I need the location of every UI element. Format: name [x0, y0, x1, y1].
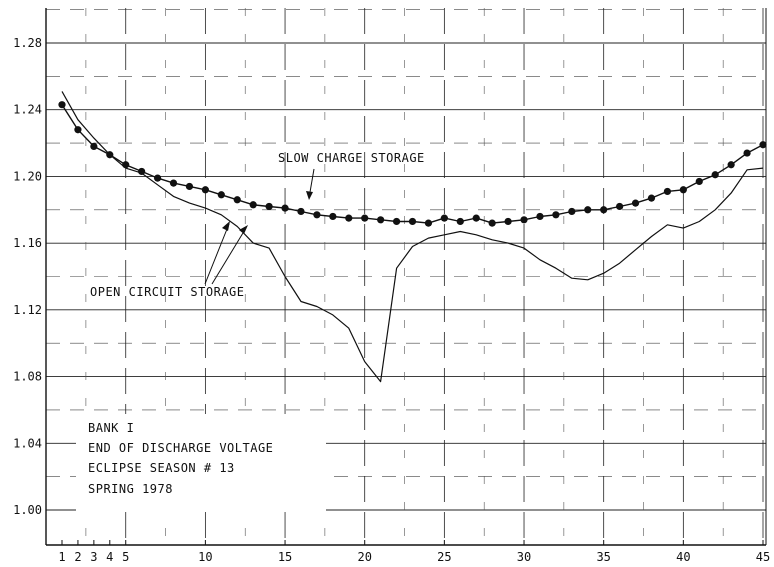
- data-point: [153, 174, 162, 182]
- data-point: [488, 219, 496, 227]
- data-point: [440, 214, 448, 222]
- annotation-open-circuit: OPEN CIRCUIT STORAGE: [90, 221, 248, 299]
- data-point: [408, 217, 417, 226]
- plot-frame: [45, 8, 767, 546]
- x-tick-labels: 1 2 3 4 5 10 15 20 25 30 35 40 45: [58, 540, 770, 564]
- data-point: [329, 212, 337, 221]
- x-tick-label: 5: [122, 550, 129, 564]
- x-tick-label: 3: [90, 550, 97, 564]
- x-tick-label: 40: [676, 550, 690, 564]
- data-point: [90, 142, 98, 151]
- data-point: [600, 206, 608, 214]
- y-tick-label: 1.24: [13, 103, 42, 117]
- y-tick-label: 1.00: [13, 503, 42, 517]
- y-tick-label: 1.16: [13, 236, 42, 250]
- data-point: [185, 182, 194, 191]
- data-point: [631, 199, 640, 207]
- data-point: [297, 207, 305, 216]
- data-point: [249, 201, 257, 209]
- data-point: [122, 161, 130, 169]
- data-point: [217, 191, 225, 199]
- annotation-slow-charge-label: SLOW CHARGE STORAGE: [278, 151, 425, 165]
- x-tick-label: 1: [58, 550, 65, 564]
- data-point: [695, 177, 703, 186]
- x-tick-label: 10: [198, 550, 212, 564]
- data-point: [536, 212, 544, 221]
- data-point: [647, 194, 656, 202]
- data-point: [201, 186, 209, 194]
- y-tick-label: 1.12: [13, 303, 42, 317]
- data-point: [679, 186, 687, 194]
- annotation-open-circuit-label: OPEN CIRCUIT STORAGE: [90, 285, 245, 299]
- data-point: [472, 214, 480, 222]
- series-line-1: [61, 91, 764, 383]
- y-tick-labels: 1.00 1.04 1.08 1.12 1.16 1.20 1.24 1.28: [13, 36, 42, 517]
- data-point: [169, 179, 178, 187]
- data-point: [663, 187, 672, 196]
- x-tick-label: 35: [596, 550, 610, 564]
- info-box-line-1: BANK I: [88, 421, 134, 435]
- info-box-line-3: ECLIPSE SEASON # 13: [88, 461, 235, 475]
- data-point: [616, 202, 624, 211]
- data-point: [504, 217, 512, 226]
- data-point: [58, 101, 66, 109]
- data-point: [568, 207, 576, 216]
- x-tick-label: 25: [437, 550, 451, 564]
- data-point: [265, 202, 273, 211]
- x-tick-label: 15: [278, 550, 292, 564]
- data-point: [711, 171, 719, 179]
- x-tick-label: 45: [756, 550, 770, 564]
- data-point: [361, 214, 369, 222]
- y-tick-label: 1.20: [13, 169, 42, 183]
- info-box-line-4: SPRING 1978: [88, 482, 173, 496]
- y-tick-label: 1.08: [13, 370, 42, 384]
- data-point: [377, 216, 385, 224]
- data-point: [281, 204, 289, 212]
- data-point: [313, 211, 321, 219]
- y-tick-label: 1.04: [13, 436, 42, 450]
- annotation-slow-charge-arrowhead: [306, 191, 313, 200]
- annotation-slow-charge: SLOW CHARGE STORAGE: [278, 151, 425, 200]
- x-tick-label: 4: [106, 550, 113, 564]
- info-box: BANK I END OF DISCHARGE VOLTAGE ECLIPSE …: [76, 414, 326, 512]
- info-box-line-2: END OF DISCHARGE VOLTAGE: [88, 441, 273, 455]
- annotation-open-circuit-arrow-2: [211, 227, 247, 285]
- series-lines: [61, 91, 764, 383]
- info-box-background: [76, 414, 326, 512]
- data-point: [584, 206, 592, 214]
- annotation-open-circuit-arrowhead-1: [222, 221, 230, 231]
- data-point: [727, 161, 735, 169]
- y-tick-label: 1.28: [13, 36, 42, 50]
- data-point: [759, 141, 767, 149]
- data-point: [743, 149, 751, 157]
- data-point: [456, 217, 464, 226]
- x-tick-label: 30: [517, 550, 531, 564]
- x-tick-label: 2: [74, 550, 81, 564]
- data-point: [552, 211, 560, 219]
- x-tick-label: 20: [357, 550, 371, 564]
- data-point: [392, 217, 401, 226]
- data-point: [424, 219, 433, 227]
- annotation-open-circuit-arrowhead-2: [239, 225, 248, 234]
- data-point: [520, 216, 528, 224]
- series-markers: [58, 101, 767, 227]
- data-point: [233, 196, 241, 204]
- data-point: [74, 126, 82, 134]
- data-point: [345, 214, 353, 222]
- data-point: [138, 167, 146, 176]
- data-point: [106, 151, 114, 159]
- annotation-open-circuit-arrow-1: [204, 223, 230, 285]
